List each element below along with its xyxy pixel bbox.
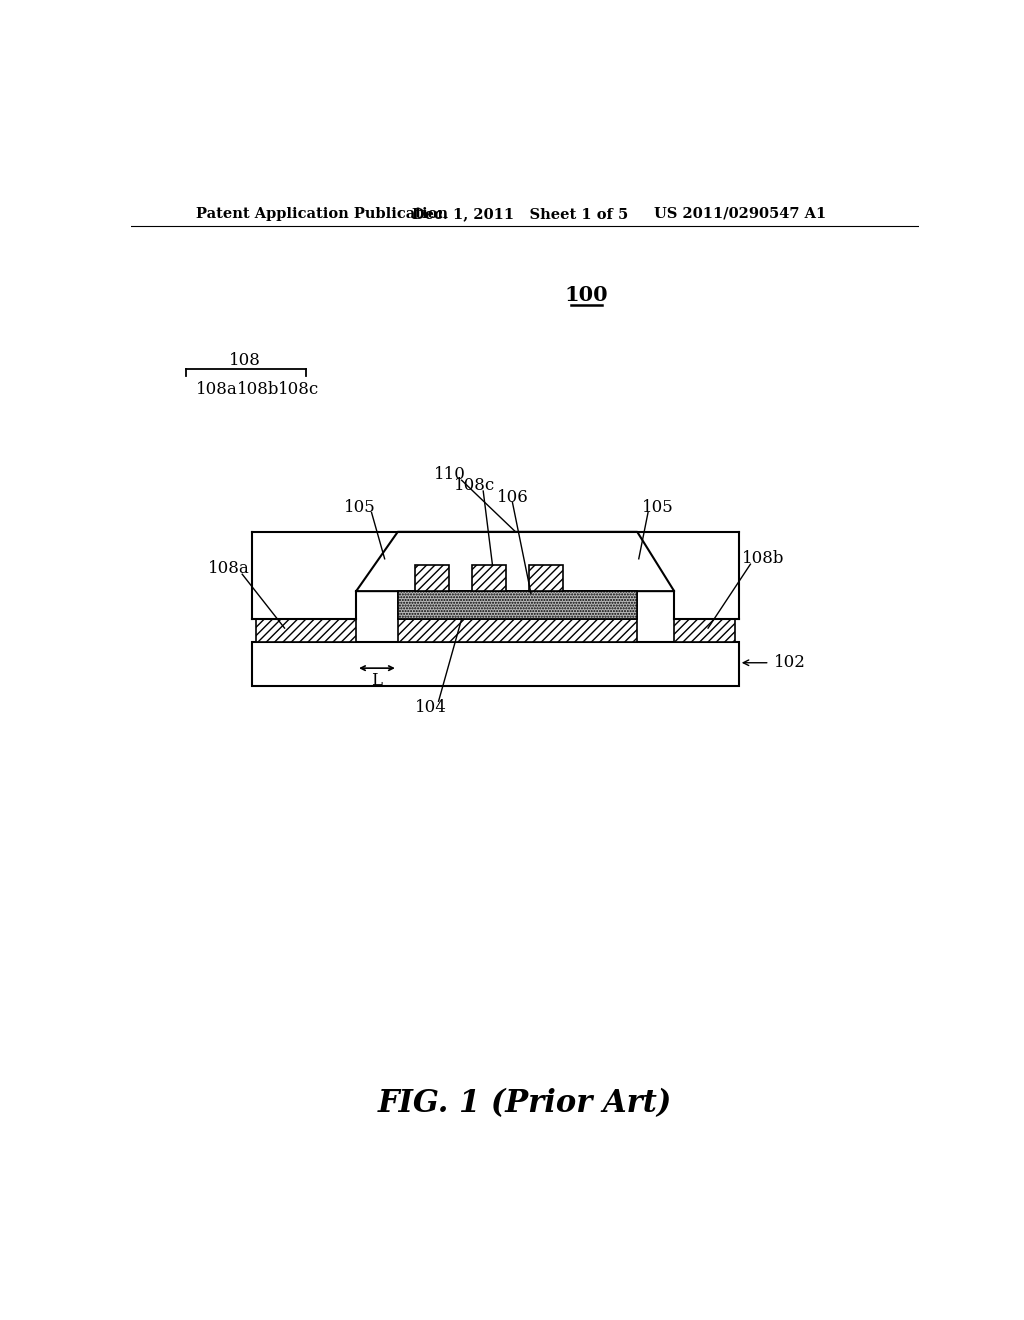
Bar [397, 591, 637, 619]
Bar [252, 642, 739, 686]
Text: Patent Application Publication: Patent Application Publication [196, 207, 449, 220]
Bar [674, 619, 735, 642]
Text: FIG. 1 (Prior Art): FIG. 1 (Prior Art) [378, 1089, 672, 1119]
Text: 110: 110 [434, 466, 466, 483]
Polygon shape [356, 532, 674, 591]
Text: 108: 108 [228, 351, 260, 368]
Text: 108c: 108c [454, 477, 496, 494]
Text: 108b: 108b [742, 550, 784, 568]
Text: 105: 105 [642, 499, 674, 516]
Bar [416, 565, 449, 591]
Text: 108a: 108a [208, 560, 250, 577]
Text: 104: 104 [415, 698, 446, 715]
Bar [529, 565, 563, 591]
Bar [397, 591, 637, 619]
Text: 100: 100 [564, 285, 608, 305]
Text: 108c: 108c [278, 381, 318, 397]
Text: 108b: 108b [237, 381, 280, 397]
Text: L: L [372, 672, 382, 689]
Bar [472, 565, 506, 591]
Text: 102: 102 [773, 655, 806, 672]
Text: US 2011/0290547 A1: US 2011/0290547 A1 [654, 207, 826, 220]
Text: 108a: 108a [196, 381, 238, 397]
Text: 105: 105 [344, 499, 376, 516]
Text: Dec. 1, 2011   Sheet 1 of 5: Dec. 1, 2011 Sheet 1 of 5 [412, 207, 628, 220]
Text: 106: 106 [497, 488, 528, 506]
Bar [256, 619, 356, 642]
Bar [397, 619, 637, 642]
